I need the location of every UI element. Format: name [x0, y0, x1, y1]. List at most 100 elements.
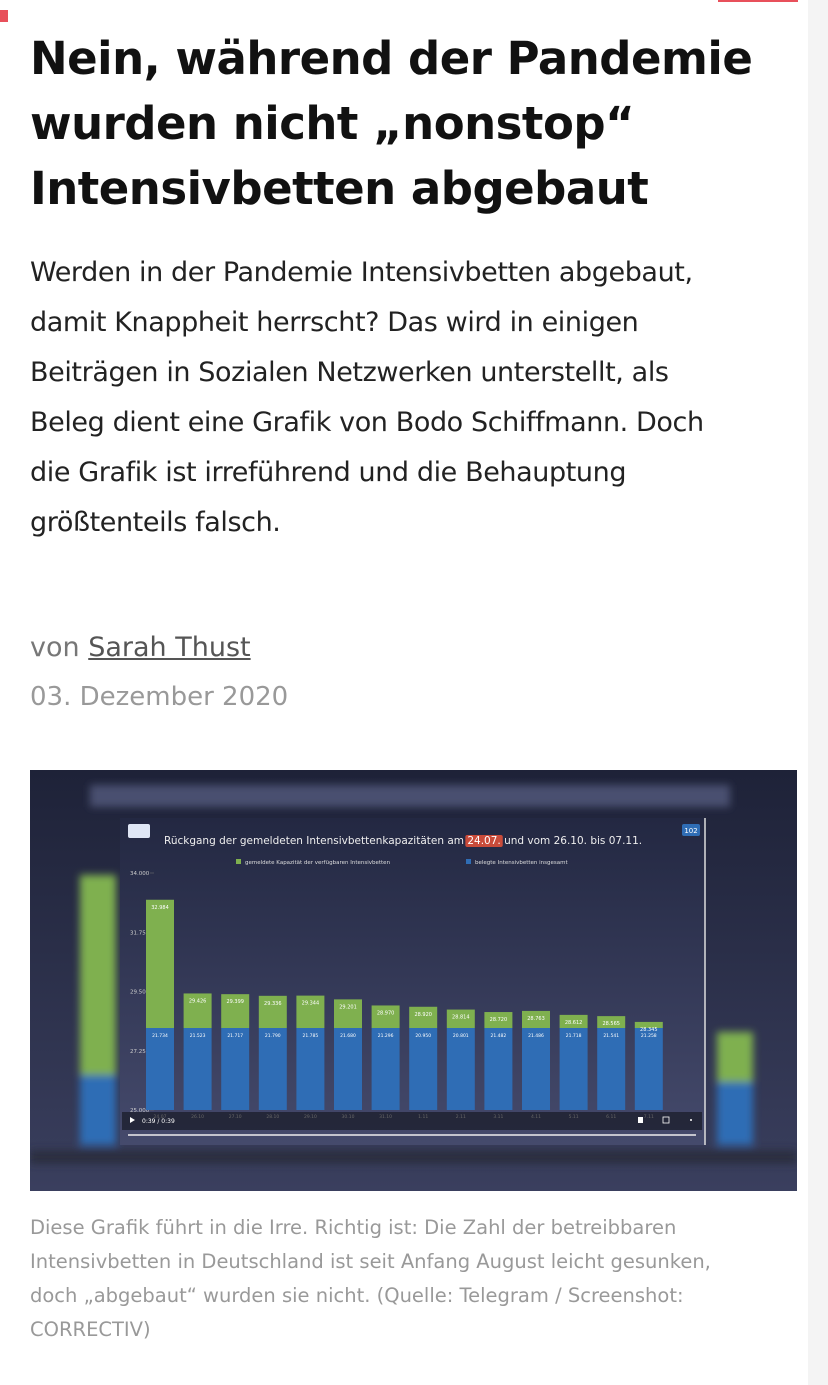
x-tick-label: 2.11 — [456, 1114, 466, 1120]
occupied-bar — [334, 1028, 362, 1110]
play-button — [130, 1117, 135, 1123]
occupied-label: 21.296 — [378, 1033, 394, 1039]
capacity-bar — [183, 993, 212, 1028]
y-tick-label: 31.750 — [130, 930, 150, 936]
legend-swatch — [466, 859, 471, 864]
x-tick-label: 4.11 — [531, 1114, 541, 1120]
page-edge — [808, 0, 828, 1385]
caption-line: Intensivbetten in Deutschland ist seit A… — [30, 1250, 711, 1273]
capacity-bar — [446, 1009, 475, 1028]
capacity-bar — [296, 995, 325, 1028]
legend-label: gemeldete Kapazität der verfügbaren Inte… — [245, 860, 391, 866]
badge-box — [682, 824, 700, 836]
occupied-label: 21.785 — [303, 1033, 319, 1039]
capacity-label: 32.984 — [151, 905, 169, 911]
x-tick-label: 26.10 — [191, 1114, 204, 1120]
capacity-bar — [597, 1016, 626, 1028]
capacity-label: 29.336 — [264, 1001, 282, 1007]
capacity-bar — [522, 1010, 550, 1028]
byline-prefix: von — [30, 632, 80, 663]
x-tick-label: 27.10 — [229, 1114, 242, 1120]
capacity-label: 28.612 — [565, 1020, 583, 1026]
occupied-bar — [221, 1028, 250, 1110]
lead-line: Beiträgen in Sozialen Netzwerken unterst… — [30, 357, 669, 388]
caption-line: doch „abgebaut“ wurden sie nicht. (Quell… — [30, 1284, 684, 1307]
capacity-label: 28.565 — [602, 1021, 620, 1027]
byline: von Sarah Thust — [30, 628, 251, 668]
occupied-label: 21.523 — [190, 1033, 206, 1039]
caption-line: CORRECTIV) — [30, 1318, 151, 1341]
capacity-label: 28.814 — [452, 1015, 470, 1021]
capacity-bar — [371, 1005, 400, 1028]
title-part: Rückgang der gemeldeten Intensivbettenka… — [164, 835, 464, 847]
legend-swatch — [236, 859, 241, 864]
capacity-bar — [146, 899, 174, 1028]
top-tab — [718, 0, 798, 2]
capacity-bar — [484, 1012, 513, 1028]
capacity-label: 28.345 — [640, 1027, 658, 1033]
occupied-label: 21.258 — [641, 1033, 657, 1039]
x-tick-label: 1.11 — [418, 1114, 428, 1120]
occupied-bar — [446, 1028, 475, 1110]
video-controls — [122, 1112, 702, 1130]
occupied-label: 21.790 — [265, 1033, 281, 1039]
occupied-bar — [484, 1028, 513, 1110]
capacity-bar — [409, 1006, 438, 1028]
occupied-label: 21.541 — [603, 1033, 619, 1039]
occupied-label: 20.801 — [453, 1033, 469, 1039]
occupied-bar — [296, 1028, 325, 1110]
occupied-bar — [634, 1028, 663, 1110]
headline-line: Nein, während der Pandemie — [30, 32, 753, 85]
occupied-label: 21.718 — [566, 1033, 582, 1039]
x-tick-label: 7.11 — [644, 1114, 654, 1120]
occupied-bar — [183, 1028, 212, 1110]
occupied-bar — [146, 1028, 174, 1110]
headline-line: wurden nicht „nonstop“ — [30, 97, 635, 150]
x-tick-label: 28.10 — [266, 1114, 279, 1120]
capacity-label: 29.201 — [339, 1004, 357, 1010]
capacity-bar — [334, 999, 362, 1028]
x-tick-label: 29.10 — [304, 1114, 317, 1120]
capacity-label: 29.399 — [226, 999, 244, 1005]
capacity-bar — [258, 995, 287, 1028]
title-highlight: 24.07. — [467, 835, 500, 847]
x-tick-label: 24.07 — [154, 1114, 167, 1120]
capacity-label: 28.720 — [490, 1017, 508, 1023]
capacity-label: 28.920 — [414, 1012, 432, 1018]
caption: Diese Grafik führt in die Irre. Richtig … — [30, 1211, 711, 1347]
fullscreen-icon — [662, 1116, 670, 1124]
capacity-bar — [634, 1021, 663, 1028]
red-marker — [0, 10, 8, 22]
x-tick-label: 31.10 — [379, 1114, 392, 1120]
occupied-label: 21.486 — [528, 1033, 544, 1039]
title-part: und vom 26.10. bis 07.11. — [504, 835, 642, 847]
capacity-label: 29.344 — [302, 1001, 320, 1007]
occupied-label: 21.680 — [340, 1033, 356, 1039]
x-tick-label: 6.11 — [606, 1114, 616, 1120]
badge: 102 — [684, 827, 697, 835]
lead-line: Beleg dient eine Grafik von Bodo Schiffm… — [30, 407, 704, 438]
author-link[interactable]: Sarah Thust — [88, 632, 251, 663]
y-tick-label: 25.000 — [130, 1108, 150, 1114]
occupied-label: 20.950 — [415, 1033, 431, 1039]
occupied-bar — [409, 1028, 438, 1110]
occupied-bar — [522, 1028, 550, 1110]
occupied-bar — [559, 1028, 588, 1110]
lead-line: Werden in der Pandemie Intensivbetten ab… — [30, 257, 693, 288]
capacity-label: 28.763 — [527, 1016, 545, 1022]
occupied-label: 21.717 — [227, 1033, 243, 1039]
lead-line: die Grafik ist irreführend und die Behau… — [30, 457, 627, 488]
lead-line: damit Knappheit herrscht? Das wird in ei… — [30, 307, 639, 338]
occupied-bar — [597, 1028, 626, 1110]
lead-paragraph: Werden in der Pandemie Intensivbetten ab… — [30, 248, 704, 548]
y-tick-label: 27.250 — [130, 1049, 150, 1055]
caption-line: Diese Grafik führt in die Irre. Richtig … — [30, 1216, 677, 1239]
y-tick-label: 34.000 — [130, 871, 150, 877]
headline-line: Intensivbetten abgebaut — [30, 162, 649, 215]
legend-label: belegte Intensivbetten insgesamt — [475, 860, 569, 866]
occupied-bar — [258, 1028, 287, 1110]
occupied-bar — [371, 1028, 400, 1110]
video-time: 0:39 / 0:39 — [142, 1118, 175, 1125]
y-tick-label: 29.500 — [130, 990, 150, 996]
